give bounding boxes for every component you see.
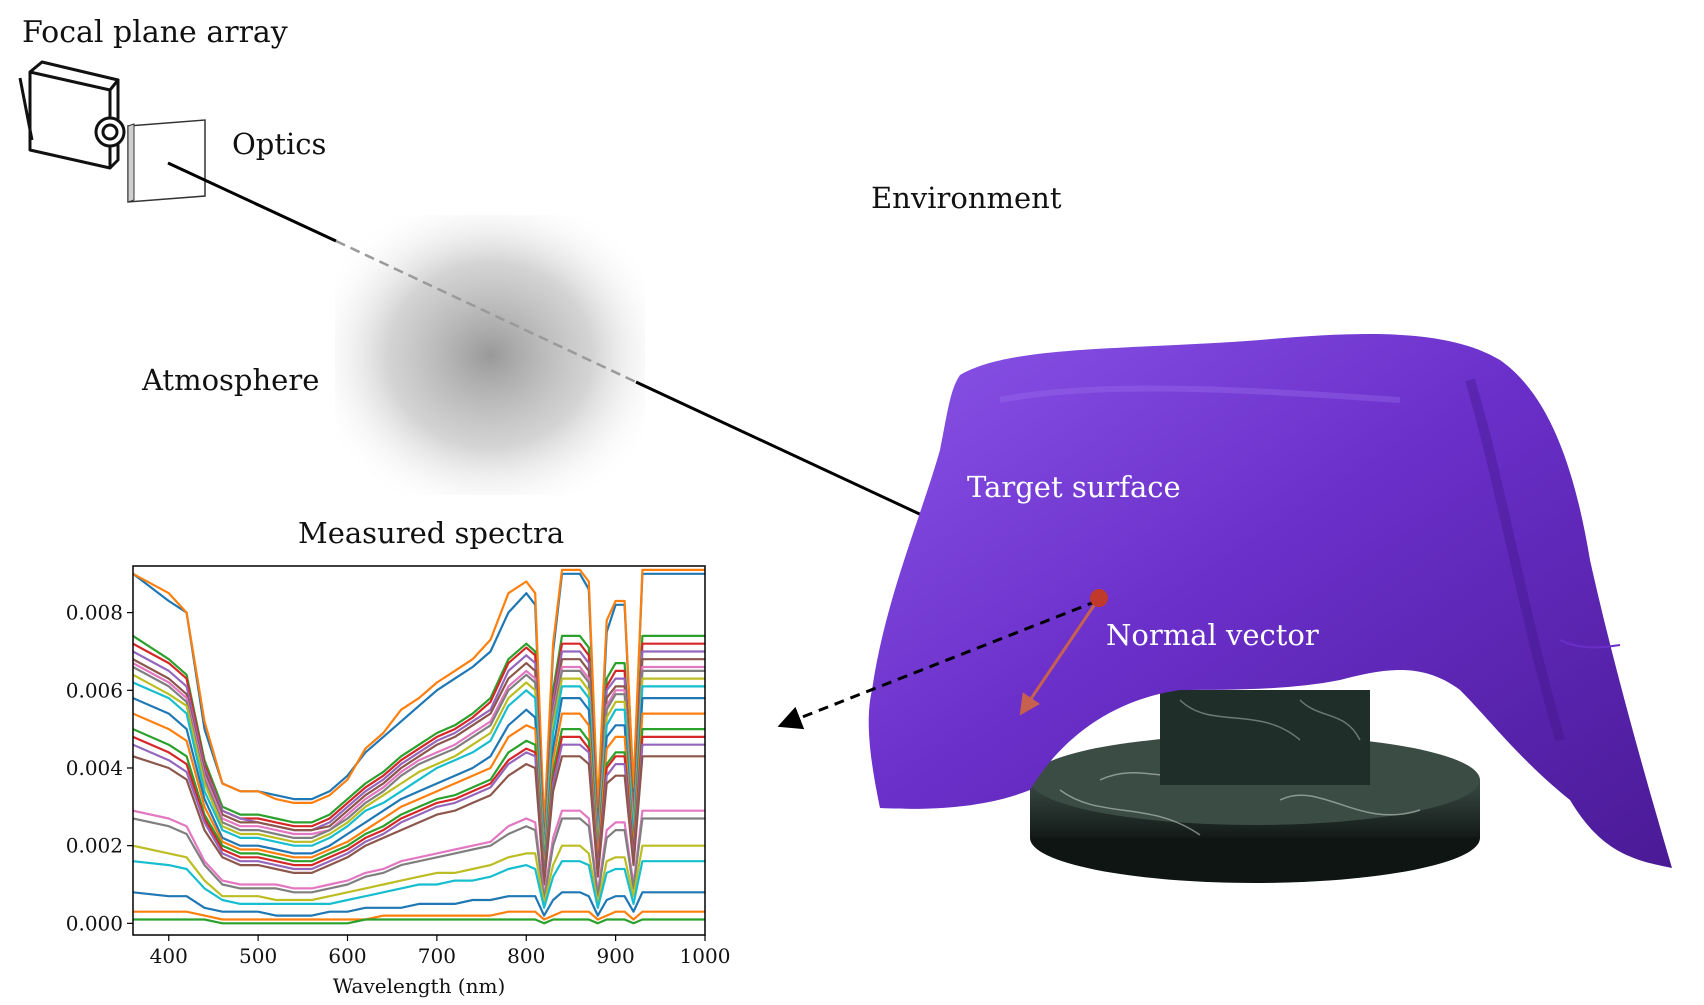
x-tick-label: 400 bbox=[150, 944, 188, 968]
x-tick-label: 900 bbox=[597, 944, 635, 968]
spectrum-line bbox=[133, 735, 705, 882]
spectrum-line bbox=[133, 844, 705, 905]
measured-spectra-chart: 400 500 600 700 800 900 1000 0.000 0.002 0.004 0.0… bbox=[66, 565, 731, 998]
y-tick-label: 0.006 bbox=[66, 678, 123, 702]
y-tick-label: 0.002 bbox=[66, 834, 123, 858]
spectrum-line bbox=[133, 809, 705, 898]
spectrum-line bbox=[133, 910, 705, 921]
spectrum-line bbox=[133, 891, 705, 917]
reflection-geometry bbox=[777, 589, 1108, 730]
marble-pedestal bbox=[1030, 690, 1480, 883]
x-tick-label: 800 bbox=[507, 944, 545, 968]
reflected-ray bbox=[777, 599, 1098, 730]
label-normal-vector: Normal vector bbox=[1106, 618, 1319, 652]
spectrum-line bbox=[133, 634, 705, 847]
label-measured-spectra: Measured spectra bbox=[298, 516, 564, 550]
target-cloth bbox=[868, 334, 1672, 868]
x-axis-label: Wavelength (nm) bbox=[333, 974, 506, 998]
label-focal-plane-array: Focal plane array bbox=[22, 15, 288, 50]
spectrum-line bbox=[133, 755, 705, 886]
x-tick-label: 500 bbox=[239, 944, 277, 968]
atmosphere-volume bbox=[335, 215, 645, 495]
spectrum-line bbox=[133, 681, 705, 867]
series-group bbox=[133, 568, 705, 925]
spectrum-line bbox=[133, 666, 705, 859]
x-tick-label: 700 bbox=[418, 944, 456, 968]
spectrum-line bbox=[133, 658, 705, 855]
spectrum-line bbox=[133, 728, 705, 878]
plot-frame bbox=[132, 565, 706, 936]
y-tick-label: 0.000 bbox=[66, 911, 123, 935]
spectrum-line bbox=[133, 662, 705, 859]
spectrum-line bbox=[133, 568, 705, 828]
optics-plate-icon bbox=[127, 119, 206, 203]
x-tick-label: 600 bbox=[328, 944, 366, 968]
label-environment: Environment bbox=[871, 181, 1062, 215]
spectrum-line bbox=[133, 860, 705, 909]
camera-sketch-icon bbox=[18, 60, 126, 170]
spectrum-line bbox=[133, 712, 705, 874]
spectrum-line bbox=[133, 673, 705, 863]
spectrum-line bbox=[133, 697, 705, 871]
spectrum-line bbox=[133, 743, 705, 882]
spectrum-line bbox=[133, 817, 705, 902]
normal-vector-arrow bbox=[1019, 600, 1099, 716]
label-atmosphere: Atmosphere bbox=[141, 363, 319, 397]
label-optics: Optics bbox=[232, 127, 326, 161]
spectrum-line bbox=[133, 642, 705, 851]
y-tick-label: 0.008 bbox=[66, 601, 123, 625]
spectrum-line bbox=[133, 918, 705, 925]
x-tick-label: 1000 bbox=[680, 944, 731, 968]
y-tick-label: 0.004 bbox=[66, 756, 123, 780]
label-target-surface: Target surface bbox=[967, 470, 1181, 504]
target-point bbox=[1090, 589, 1108, 607]
